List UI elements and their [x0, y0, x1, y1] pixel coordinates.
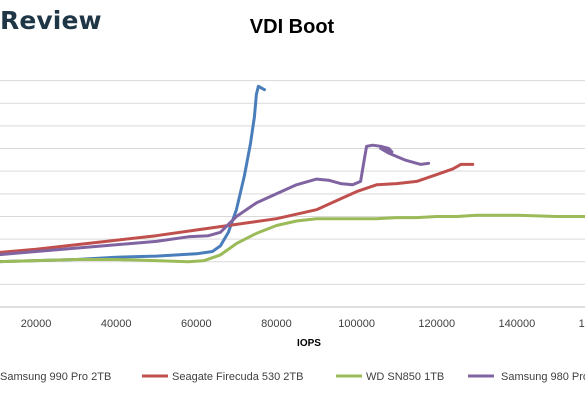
gridlines — [0, 80, 585, 308]
x-tick-label: 160000 — [579, 318, 585, 330]
x-tick-label: 100000 — [338, 318, 375, 330]
x-axis-label: IOPS — [297, 338, 321, 349]
legend: Samsung 990 Pro 2TB Seagate Firecuda 530 … — [0, 371, 585, 383]
legend-label: Samsung 980 Pro 2TB — [501, 371, 585, 383]
legend-label: WD SN850 1TB — [366, 371, 444, 383]
legend-label: Samsung 990 Pro 2TB — [0, 371, 111, 383]
chart-title: VDI Boot — [250, 16, 335, 38]
x-tick-label: 60000 — [181, 318, 212, 330]
x-tick-label: 40000 — [101, 318, 132, 330]
series-line — [0, 143, 431, 257]
x-tick-label: 80000 — [261, 318, 292, 330]
x-tick-label: 20000 — [21, 318, 52, 330]
brand-logo-text: Review — [0, 6, 102, 35]
x-tick-label: 120000 — [418, 318, 455, 330]
series-line — [0, 213, 585, 264]
x-tick-label: 140000 — [499, 318, 536, 330]
series-line — [0, 162, 475, 254]
series-line — [0, 84, 266, 264]
series-lines — [0, 84, 585, 264]
legend-label: Seagate Firecuda 530 2TB — [172, 371, 303, 383]
x-tick-labels: 20000 40000 60000 80000 100000 120000 140000 16… — [21, 318, 585, 330]
